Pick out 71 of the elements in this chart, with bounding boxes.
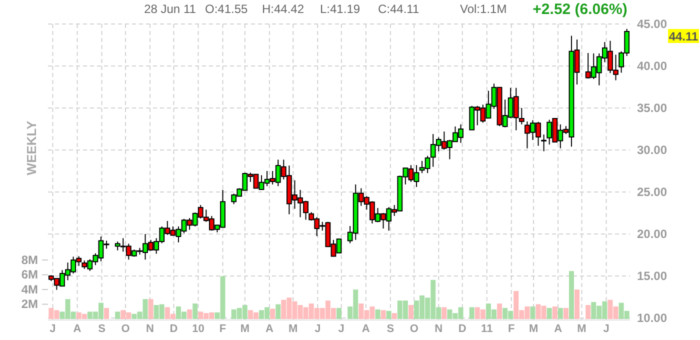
x-tick-label: M (528, 322, 538, 335)
bar (392, 313, 397, 319)
y-tick-label: 35.00 (637, 100, 668, 115)
bar (115, 312, 120, 319)
x-tick-label: A (362, 322, 370, 335)
x-tick-label: A (73, 322, 82, 335)
bar (552, 306, 558, 319)
bar (375, 309, 380, 319)
text: Vol:1.1M (460, 2, 507, 16)
text: WEEKLY (24, 120, 39, 176)
y-tick-label: 10.00 (637, 310, 668, 325)
x-tick-label: D (458, 322, 466, 335)
x-tick-label: J (338, 322, 344, 335)
x-tick-label: A (265, 322, 274, 335)
bar (442, 307, 447, 319)
x-tick-label: 10 (192, 322, 204, 335)
x-tick-label: O (121, 322, 130, 335)
x-tick-label: M (577, 322, 586, 335)
bar (336, 308, 342, 319)
bar (276, 304, 281, 319)
x-tick-label: J (50, 322, 56, 335)
bar (546, 308, 552, 319)
bar (563, 308, 568, 319)
y-tick-label: 45.00 (637, 16, 668, 31)
bar (558, 308, 563, 319)
y2-tick-label: 8M (21, 252, 38, 267)
text: C:44.11 (378, 2, 420, 16)
x-tick-label: S (386, 322, 394, 335)
text: O:41.55 (205, 2, 248, 16)
bar (380, 310, 386, 319)
bar (192, 304, 198, 319)
y-tick-label: 40.00 (637, 58, 668, 73)
y-tick-label: 20.00 (637, 226, 668, 241)
x-tick-label: J (603, 322, 610, 335)
candlestick (541, 134, 547, 152)
bar (469, 307, 474, 319)
bar (187, 309, 192, 319)
text: L:41.19 (320, 2, 360, 16)
x-tick-label: F (508, 322, 516, 335)
bar (148, 299, 154, 319)
text: +2.52 (6.06%) (532, 1, 628, 18)
bar (386, 310, 392, 319)
x-tick-label: F (219, 322, 226, 335)
x-tick-label: M (288, 322, 298, 335)
y2-tick-label: 6M (21, 268, 38, 282)
text: 28 Jun 11 (144, 2, 196, 16)
y-tick-label: 15.00 (637, 268, 668, 283)
bar (408, 304, 414, 319)
x-tick-label: O (410, 322, 419, 335)
x-tick-label: D (170, 322, 178, 335)
bar (497, 304, 502, 319)
x-tick-label: A (554, 322, 562, 335)
bar (574, 290, 580, 319)
y-tick-label: 25.00 (637, 184, 668, 199)
bar (530, 306, 536, 319)
bar (104, 308, 110, 319)
x-tick-label: M (240, 322, 250, 335)
x-tick-label: N (434, 322, 443, 335)
y-tick-label: 30.00 (637, 142, 668, 157)
y2-tick-label: 4M (21, 282, 38, 296)
bar (270, 308, 276, 319)
x-tick-label: N (146, 322, 154, 335)
x-tick-label: J (314, 322, 321, 335)
x-tick-label: 11 (481, 322, 493, 335)
candlestick (518, 108, 524, 125)
text: 44.11 (668, 30, 699, 44)
text: H:44.42 (262, 2, 304, 16)
y2-tick-label: 2M (21, 297, 38, 312)
x-tick-label: S (98, 322, 106, 335)
bar (568, 271, 574, 319)
bar (586, 304, 591, 319)
